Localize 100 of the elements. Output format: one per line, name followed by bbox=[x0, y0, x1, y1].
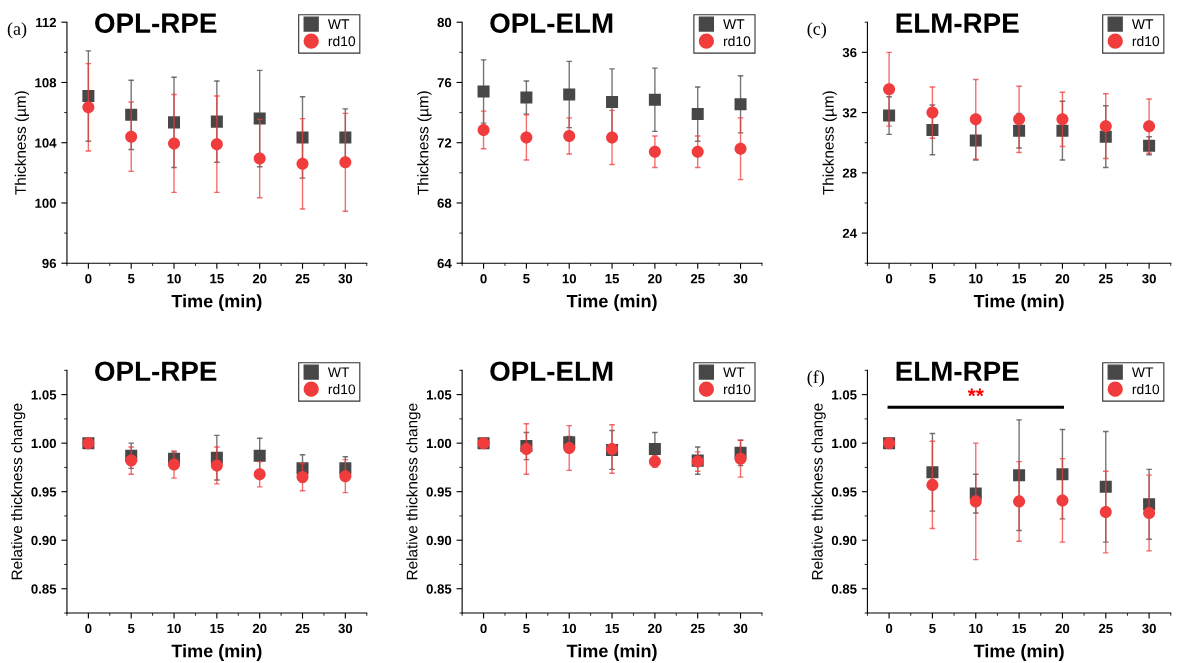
x-tick-label: 0 bbox=[480, 273, 487, 284]
y-tick-label: 1.00 bbox=[426, 438, 452, 449]
x-tick-label: 20 bbox=[1055, 623, 1070, 634]
legend-label: rd10 bbox=[723, 384, 751, 395]
x-tick-label: 10 bbox=[167, 273, 181, 284]
x-tick-label: 20 bbox=[252, 623, 267, 634]
y-tick-label: 32 bbox=[842, 108, 857, 118]
x-tick-label: 30 bbox=[1142, 623, 1156, 634]
chart-title: ELM-RPE bbox=[896, 13, 1019, 33]
x-tick-label: 10 bbox=[969, 623, 983, 634]
y-axis-title: Thickness (µm) bbox=[14, 91, 29, 195]
x-tick-label: 25 bbox=[690, 623, 705, 634]
text: (a) bbox=[7, 22, 27, 39]
y-axis-title: Thickness (µm) bbox=[822, 91, 837, 195]
x-tick-label: 0 bbox=[85, 273, 92, 284]
y-tick-label: 1.05 bbox=[832, 390, 857, 400]
chart-title: OPL-ELM bbox=[490, 13, 613, 33]
y-tick-label: 0.90 bbox=[831, 535, 857, 546]
x-tick-label: 30 bbox=[1142, 273, 1156, 284]
y-tick-label: 36 bbox=[842, 47, 857, 58]
legend-label: rd10 bbox=[723, 35, 751, 47]
legend-label: rd10 bbox=[328, 384, 356, 395]
annotation: ** bbox=[967, 388, 984, 397]
y-tick-label: 0.85 bbox=[426, 584, 452, 594]
y-tick-label: 68 bbox=[437, 198, 452, 208]
x-tick-label: 10 bbox=[562, 273, 577, 284]
y-tick-label: 0.90 bbox=[426, 535, 452, 546]
y-tick-label: 80 bbox=[437, 17, 452, 28]
y-tick-label: 0.85 bbox=[31, 584, 57, 594]
legend-label: WT bbox=[327, 367, 350, 377]
y-tick-label: 72 bbox=[437, 138, 452, 148]
y-tick-label: 76 bbox=[437, 78, 452, 88]
x-tick-label: 0 bbox=[885, 273, 893, 284]
x-axis-title: Time (min) bbox=[973, 644, 1064, 661]
x-tick-label: 25 bbox=[295, 623, 310, 634]
chart-title: ELM-RPE bbox=[896, 361, 1019, 381]
x-tick-label: 10 bbox=[167, 623, 181, 634]
x-axis-title: Time (min) bbox=[566, 294, 657, 312]
text: (c) bbox=[807, 22, 826, 39]
y-tick-label: 1.05 bbox=[426, 390, 452, 400]
y-tick-label: 1.05 bbox=[31, 390, 57, 400]
x-tick-label: 15 bbox=[210, 623, 224, 634]
y-tick-label: 108 bbox=[35, 78, 57, 88]
y-tick-label: 1.00 bbox=[31, 438, 56, 449]
legend-label: WT bbox=[1131, 367, 1154, 377]
y-tick-label: 100 bbox=[35, 198, 56, 208]
legend-label: WT bbox=[723, 367, 745, 377]
x-tick-label: 5 bbox=[523, 623, 530, 634]
x-tick-label: 5 bbox=[929, 274, 936, 284]
x-tick-label: 25 bbox=[295, 273, 310, 284]
legend-label: rd10 bbox=[328, 35, 356, 47]
y-tick-label: 24 bbox=[842, 228, 857, 238]
y-axis-title: Relative thickness change bbox=[811, 403, 826, 580]
legend-label: rd10 bbox=[1132, 35, 1160, 47]
x-tick-label: 0 bbox=[85, 623, 92, 634]
legend-label: WT bbox=[723, 19, 745, 29]
y-tick-label: 112 bbox=[36, 17, 57, 27]
chart-title: OPL-RPE bbox=[95, 361, 217, 382]
y-axis-title: Relative thickness change bbox=[11, 403, 26, 580]
x-tick-label: 5 bbox=[127, 274, 135, 284]
y-tick-label: 0.85 bbox=[831, 584, 857, 594]
y-tick-label: 0.90 bbox=[31, 535, 56, 546]
x-tick-label: 30 bbox=[338, 273, 353, 284]
y-tick-label: 0.95 bbox=[31, 487, 57, 497]
x-tick-label: 25 bbox=[1098, 273, 1113, 284]
y-tick-label: 0.95 bbox=[831, 487, 857, 497]
x-tick-label: 25 bbox=[1098, 623, 1113, 634]
y-tick-label: 1.00 bbox=[832, 438, 857, 449]
x-tick-label: 5 bbox=[523, 274, 530, 284]
y-tick-label: 28 bbox=[842, 168, 857, 178]
x-tick-label: 20 bbox=[648, 273, 662, 284]
x-axis-title: Time (min) bbox=[171, 644, 262, 661]
text: (f) bbox=[807, 370, 824, 387]
chart-title: OPL-ELM bbox=[490, 361, 613, 382]
x-tick-label: 30 bbox=[338, 623, 353, 634]
x-tick-label: 10 bbox=[562, 623, 577, 634]
y-tick-label: 96 bbox=[42, 258, 57, 269]
x-tick-label: 15 bbox=[1012, 623, 1027, 634]
y-tick-label: 0.95 bbox=[426, 487, 452, 497]
x-tick-label: 15 bbox=[605, 274, 620, 284]
x-tick-label: 0 bbox=[480, 623, 487, 634]
y-tick-label: 64 bbox=[437, 258, 452, 269]
x-tick-label: 0 bbox=[885, 623, 893, 634]
x-tick-label: 15 bbox=[605, 623, 620, 634]
legend-label: rd10 bbox=[1132, 384, 1160, 395]
y-axis-title: Relative thickness change bbox=[406, 403, 421, 580]
x-tick-label: 15 bbox=[1012, 274, 1027, 284]
x-axis-title: Time (min) bbox=[171, 294, 262, 312]
legend-label: WT bbox=[327, 19, 350, 29]
x-tick-label: 5 bbox=[929, 623, 936, 634]
x-tick-label: 30 bbox=[733, 273, 748, 284]
y-tick-label: 104 bbox=[35, 138, 57, 148]
chart-title: OPL-RPE bbox=[95, 13, 217, 33]
x-axis-title: Time (min) bbox=[973, 294, 1064, 312]
x-axis-title: Time (min) bbox=[566, 644, 657, 661]
x-tick-label: 20 bbox=[648, 623, 662, 634]
x-tick-label: 20 bbox=[1055, 273, 1070, 284]
x-tick-label: 15 bbox=[210, 274, 224, 284]
x-tick-label: 10 bbox=[969, 273, 983, 284]
x-tick-label: 30 bbox=[733, 623, 748, 634]
